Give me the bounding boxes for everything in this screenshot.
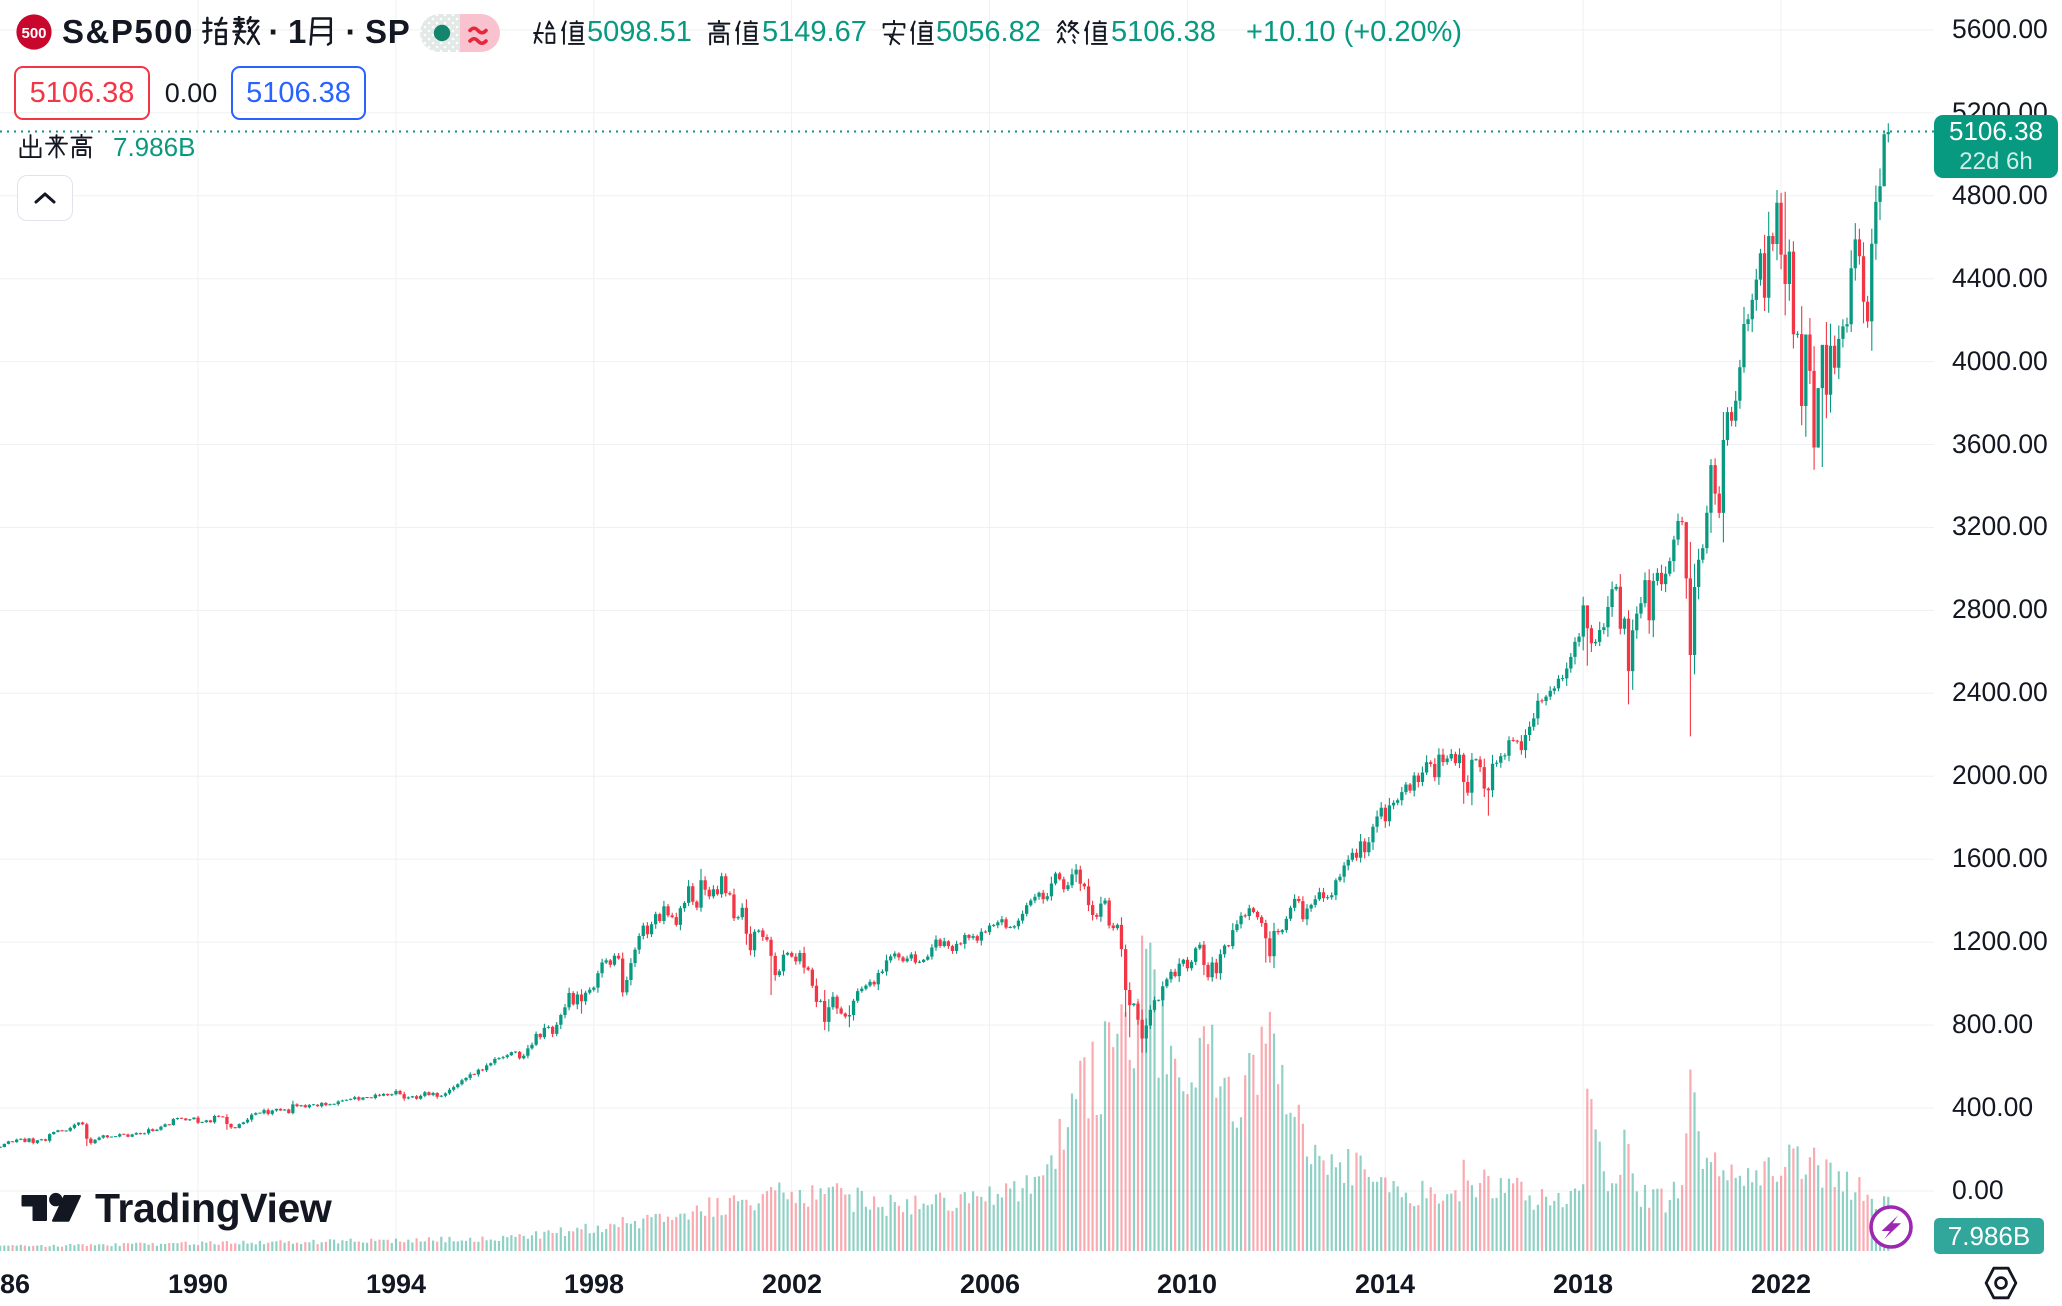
svg-text:500: 500 xyxy=(21,25,46,42)
svg-text:TradingView: TradingView xyxy=(95,1192,332,1231)
